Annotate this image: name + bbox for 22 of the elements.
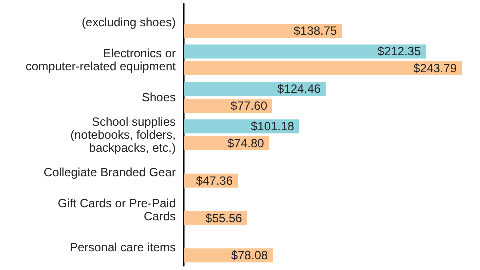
y-tick-label: Electronics or computer-related equipment <box>26 46 177 74</box>
data-label: $74.80 <box>228 136 265 150</box>
y-tick-label: Collegiate Branded Gear <box>44 165 176 180</box>
data-label: $212.35 <box>378 44 422 59</box>
data-label: $78.08 <box>231 248 268 263</box>
bar <box>184 62 462 76</box>
bar <box>184 24 342 38</box>
data-label: $47.36 <box>196 174 234 188</box>
y-tick-label: Personal care items <box>70 240 176 254</box>
y-tick-label: (excluding shoes) <box>82 16 176 30</box>
data-label: $55.56 <box>206 211 243 226</box>
data-label: $138.75 <box>294 24 338 38</box>
y-tick-label: School supplies (notebooks, folders, backpacks, etc.) <box>70 115 176 155</box>
data-label: $243.79 <box>414 62 458 76</box>
bar <box>184 44 426 59</box>
bar <box>184 82 326 96</box>
y-tick-label: Gift Cards or Pre-Paid Cards <box>58 196 176 224</box>
y-tick-label: Shoes <box>142 90 176 105</box>
bar <box>184 120 300 134</box>
data-label: $101.18 <box>250 120 295 134</box>
data-label: $77.60 <box>230 98 268 113</box>
data-label: $124.46 <box>278 82 322 96</box>
